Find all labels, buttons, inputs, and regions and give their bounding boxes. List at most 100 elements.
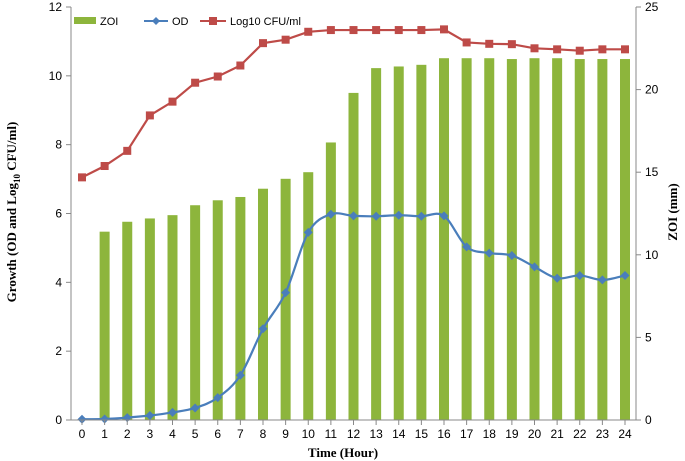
log10-point [462,38,471,47]
y-right-tick-label: 0 [645,413,652,427]
od-point [371,211,381,221]
legend-log10-marker [209,17,217,25]
legend-zoi-swatch [74,17,96,24]
x-tick-label: 11 [325,427,338,441]
od-point [507,250,517,260]
x-tick-label: 6 [214,427,221,441]
log10-point [326,26,335,35]
log10-point [530,44,539,53]
zoi-bar [212,200,223,420]
od-point [394,210,404,220]
od-point [439,211,449,221]
log10-point [78,173,86,182]
log10-point [553,45,562,54]
zoi-bars [99,58,630,421]
log10-point [507,40,516,49]
x-tick-label: 14 [392,427,406,441]
x-tick-label: 8 [260,427,267,441]
log10-point [145,111,154,120]
x-tick-label: 21 [550,427,564,441]
od-point [77,414,87,424]
zoi-bar [484,58,495,420]
zoi-bar [552,58,563,420]
x-tick-label: 4 [169,427,176,441]
y-right-tick-label: 20 [645,83,659,97]
x-tick-label: 13 [369,427,383,441]
od-point [281,288,291,298]
y-right-tick-label: 15 [645,165,659,179]
y-left-tick-label: 6 [55,207,62,221]
log10-point [349,26,358,35]
x-tick-label: 15 [415,427,429,441]
y-left-tick-label: 0 [55,413,62,427]
zoi-bar [167,215,178,420]
x-tick-label: 1 [101,427,108,441]
legend-od-label: OD [172,16,189,28]
od-point [620,270,630,280]
zoi-bar [461,58,472,420]
y-left-tick-label: 12 [49,0,63,14]
x-tick-label: 12 [347,427,361,441]
od-point [552,273,562,283]
log10-point [100,162,109,171]
od-point [258,324,268,334]
zoi-bar [529,58,540,420]
od-point [349,211,358,221]
x-tick-label: 5 [192,427,199,441]
log10-point [191,78,200,87]
x-tick-label: 3 [147,427,154,441]
legend-log10-label: Log10 CFU/ml [230,16,301,28]
x-tick-label: 2 [124,427,131,441]
y-right-tick-label: 5 [645,330,652,344]
x-tick-label: 23 [596,427,610,441]
y-axis-left-title-subscript: 10 [12,174,22,184]
od-point [416,211,426,221]
y-axis-left-title-prefix: Growth (OD and Log [4,183,19,303]
log10-point [598,45,607,54]
x-tick-label: 22 [573,427,587,441]
x-tick-label: 18 [483,427,497,441]
zoi-bar [122,221,133,420]
od-point [326,209,336,219]
zoi-bar [348,92,359,421]
x-tick-label: 24 [618,427,632,441]
legend-zoi-label: ZOI [100,16,118,28]
log10-point [485,39,494,48]
axes [66,6,641,425]
zoi-bar [371,68,382,421]
log10-point [372,26,381,35]
zoi-bar [506,59,517,421]
x-tick-label: 16 [437,427,451,441]
od-point [597,275,607,285]
y-right-tick-label: 25 [645,0,659,14]
x-tick-label: 7 [237,427,244,441]
zoi-bar [597,59,608,421]
zoi-bar [416,64,427,420]
y-left-tick-label: 2 [55,344,62,358]
od-point [213,393,223,403]
x-tick-label: 19 [505,427,519,441]
log10-point [236,61,245,70]
y-left-tick-label: 4 [55,275,62,289]
zoi-bar [393,66,404,421]
zoi-bar [235,196,246,420]
x-tick-label: 0 [79,427,86,441]
zoi-bar [303,172,314,420]
od-point [575,270,585,280]
zoi-bar [280,178,291,420]
od-point [190,403,200,413]
log10-point [621,45,629,54]
zoi-bar [190,205,201,420]
od-point [168,407,177,417]
zoi-bar [620,59,630,421]
legend-od-marker [152,17,160,25]
log10-point [168,97,177,106]
y-left-tick-label: 8 [55,138,62,152]
log10-point [417,26,426,35]
x-tick-label: 17 [460,427,474,441]
y-axis-left-title-suffix: CFU/ml) [4,122,19,174]
zoi-bar [325,142,336,421]
log10-point [440,25,448,34]
od-point [235,370,245,380]
